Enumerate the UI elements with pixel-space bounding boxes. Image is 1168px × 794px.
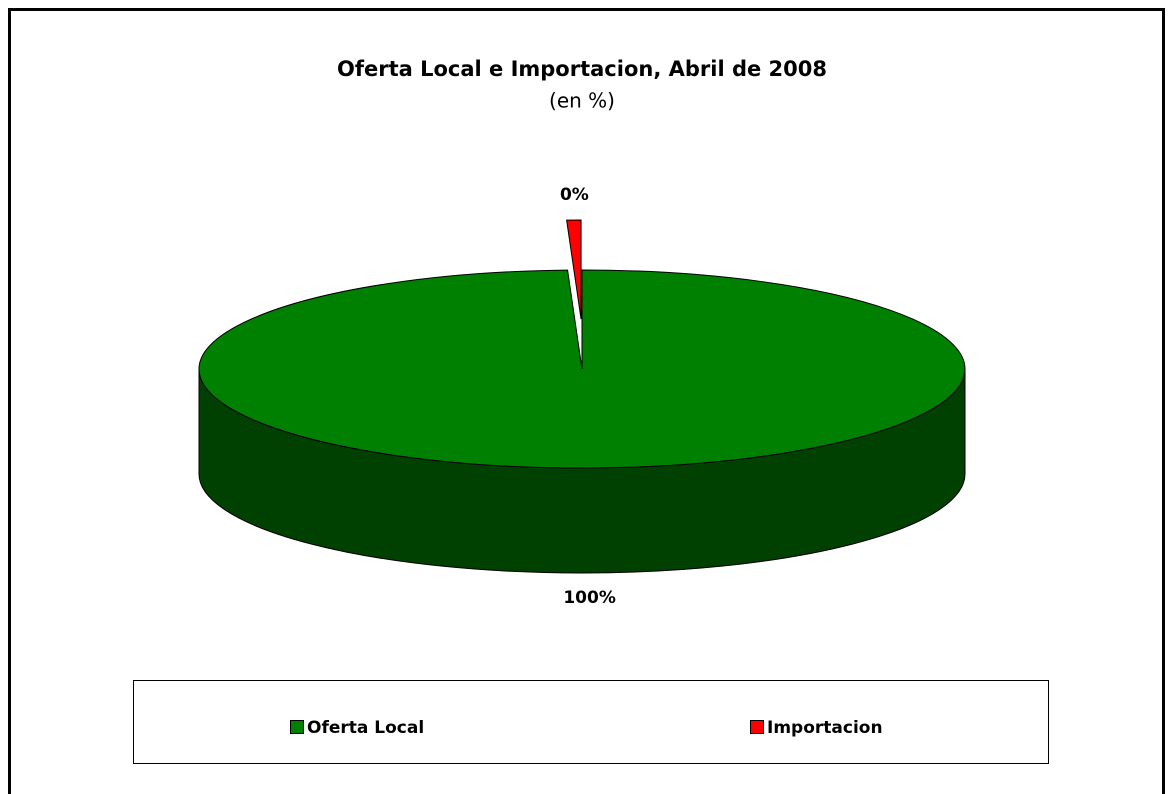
- legend-label: Importacion: [767, 718, 883, 738]
- chart-subtitle: (en %): [549, 89, 615, 113]
- pie: [198, 219, 966, 574]
- pie-slice: [198, 269, 966, 469]
- data-label: 0%: [560, 185, 589, 205]
- legend-label: Oferta Local: [307, 718, 424, 738]
- legend-swatch: [750, 720, 764, 734]
- data-label: 100%: [563, 588, 616, 608]
- legend-swatch: [290, 720, 304, 734]
- chart-title: Oferta Local e Importacion, Abril de 200…: [337, 57, 827, 81]
- legend: [133, 680, 1049, 764]
- pie-slice: [566, 219, 582, 320]
